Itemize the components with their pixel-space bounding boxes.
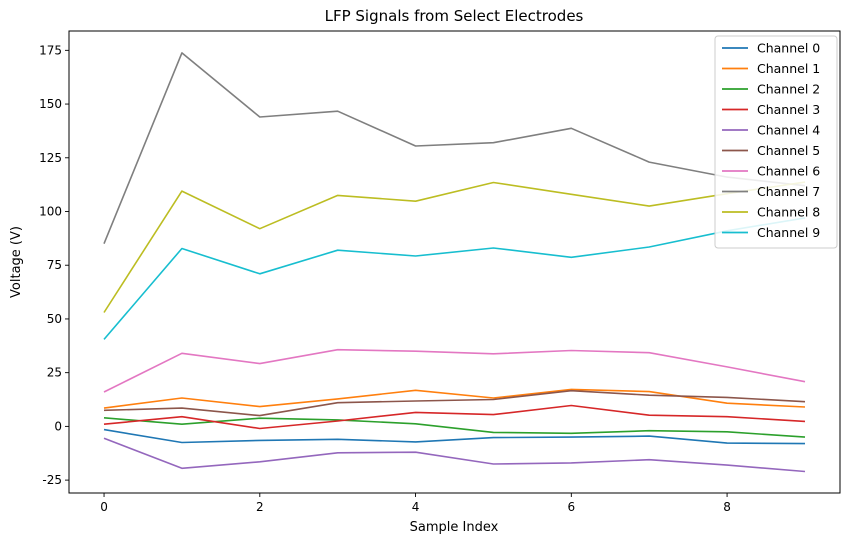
legend-label-channel-0: Channel 0 <box>757 41 820 56</box>
legend-label-channel-1: Channel 1 <box>757 61 820 76</box>
series-line-channel-3 <box>103 404 806 430</box>
y-axis-ticks: -25 0 25 50 75 100 125 150 175 <box>39 43 69 487</box>
y-tick-label: 50 <box>47 312 62 326</box>
y-tick-label: 25 <box>47 366 62 380</box>
series-line-channel-5 <box>103 389 806 417</box>
y-tick-label: 150 <box>39 97 62 111</box>
series-layer <box>103 52 806 473</box>
x-tick-label: 2 <box>256 500 264 514</box>
y-tick-label: 100 <box>39 205 62 219</box>
series-line-channel-8 <box>103 181 806 313</box>
x-tick-label: 0 <box>100 500 108 514</box>
series-line-channel-2 <box>103 417 806 438</box>
y-tick-label: -25 <box>42 473 62 487</box>
y-tick-label: 75 <box>47 258 62 272</box>
series-line-channel-9 <box>103 217 806 340</box>
legend-label-channel-9: Channel 9 <box>757 225 820 240</box>
plot-frame <box>68 30 841 494</box>
legend-label-channel-7: Channel 7 <box>757 184 820 199</box>
y-tick-label: 0 <box>54 419 62 433</box>
legend-label-channel-5: Channel 5 <box>757 143 820 158</box>
legend: Channel 0 Channel 1 Channel 2 Channel 3 Chan… <box>714 35 838 249</box>
x-tick-label: 6 <box>567 500 575 514</box>
series-line-channel-7 <box>103 52 806 245</box>
x-axis-ticks: 0 2 4 6 8 <box>100 493 731 514</box>
legend-label-channel-6: Channel 6 <box>757 164 820 179</box>
x-axis-label: Sample Index <box>410 520 499 535</box>
series-line-channel-4 <box>103 437 806 473</box>
legend-label-channel-4: Channel 4 <box>757 123 820 138</box>
series-line-channel-1 <box>103 388 806 409</box>
series-line-channel-0 <box>103 428 806 445</box>
x-tick-label: 4 <box>412 500 420 514</box>
y-axis-label: Voltage (V) <box>9 226 24 298</box>
x-tick-label: 8 <box>723 500 731 514</box>
y-tick-label: 125 <box>39 151 62 165</box>
legend-label-channel-2: Channel 2 <box>757 82 820 97</box>
y-tick-label: 175 <box>39 43 62 57</box>
chart-title: LFP Signals from Select Electrodes <box>325 7 584 25</box>
legend-label-channel-3: Channel 3 <box>757 102 820 117</box>
legend-label-channel-8: Channel 8 <box>757 205 820 220</box>
series-line-channel-6 <box>103 348 806 393</box>
